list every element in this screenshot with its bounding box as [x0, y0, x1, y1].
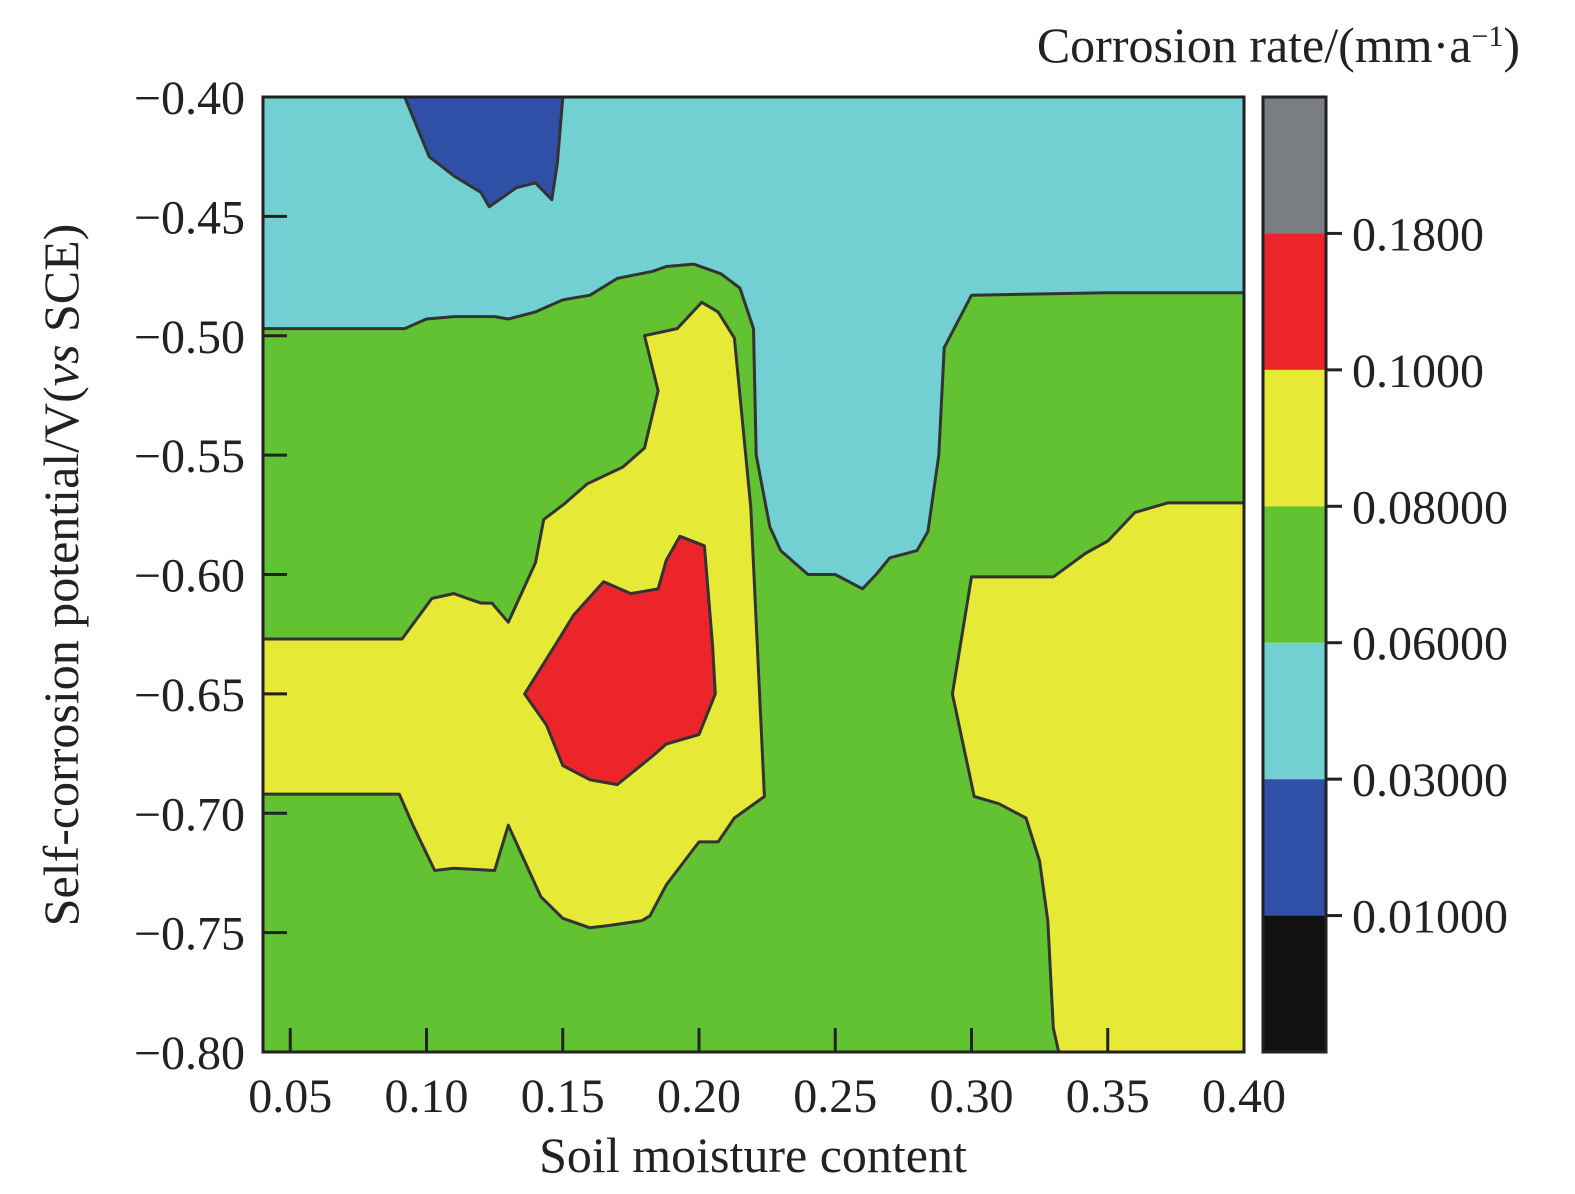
colorbar-tick-label: 0.08000	[1352, 481, 1508, 534]
contour-region-blue-top	[403, 97, 565, 209]
x-tick-label: 0.20	[657, 1070, 741, 1123]
y-tick-label: −0.80	[134, 1027, 245, 1080]
colorbar-tick-label: 0.1000	[1352, 345, 1484, 398]
x-axis: 0.05 0.10 0.15 0.20 0.25 0.30 0.35 0.40	[248, 1028, 1286, 1123]
colorbar-tick-label: 0.1800	[1352, 208, 1484, 261]
y-tick-label: −0.70	[134, 788, 245, 841]
y-tick-label: −0.40	[134, 72, 245, 125]
colorbar-frame	[1261, 95, 1328, 1054]
colorbar-tick-label: 0.03000	[1352, 754, 1508, 807]
contour-regions	[263, 97, 1244, 1052]
y-tick-label: −0.65	[134, 669, 245, 722]
contour-region-red-center	[523, 534, 717, 787]
y-tick-label: −0.60	[134, 550, 245, 603]
colorbar-title: Corrosion rate/(mm·a−1)	[1037, 17, 1520, 73]
colorbar-band-gray	[1263, 97, 1326, 234]
colorbar-band-cyan	[1263, 642, 1326, 780]
y-tick-label: −0.45	[134, 191, 245, 244]
colorbar-band-green	[1263, 506, 1326, 643]
colorbar-tick-label: 0.01000	[1352, 891, 1508, 944]
colorbar: 0.01000 0.03000 0.06000 0.08000 0.1000 0.1800	[1261, 95, 1508, 1054]
contour-region-yellow-left	[263, 300, 766, 930]
contour-region-yellow-right	[950, 501, 1244, 1052]
x-tick-label: 0.30	[930, 1070, 1014, 1123]
x-tick-label: 0.10	[385, 1070, 469, 1123]
x-tick-label: 0.25	[793, 1070, 877, 1123]
colorbar-band-black	[1263, 915, 1326, 1052]
colorbar-band-yellow	[1263, 369, 1326, 507]
y-tick-label: −0.55	[134, 430, 245, 483]
y-axis-label: Self-corrosion potential/V(vs SCE)	[33, 224, 89, 927]
x-tick-label: 0.40	[1202, 1070, 1286, 1123]
colorbar-tick-label: 0.06000	[1352, 618, 1508, 671]
y-axis: −0.40 −0.45 −0.50 −0.55 −0.60 −0.65 −0.70 −0.75…	[134, 72, 287, 1080]
x-tick-label: 0.05	[248, 1070, 332, 1123]
y-tick-label: −0.75	[134, 908, 245, 961]
x-axis-label: Soil moisture content	[539, 1127, 967, 1183]
x-tick-label: 0.35	[1066, 1070, 1150, 1123]
colorbar-band-red	[1263, 233, 1326, 370]
colorbar-band-blue	[1263, 779, 1326, 916]
x-tick-label: 0.15	[521, 1070, 605, 1123]
y-tick-label: −0.50	[134, 311, 245, 364]
